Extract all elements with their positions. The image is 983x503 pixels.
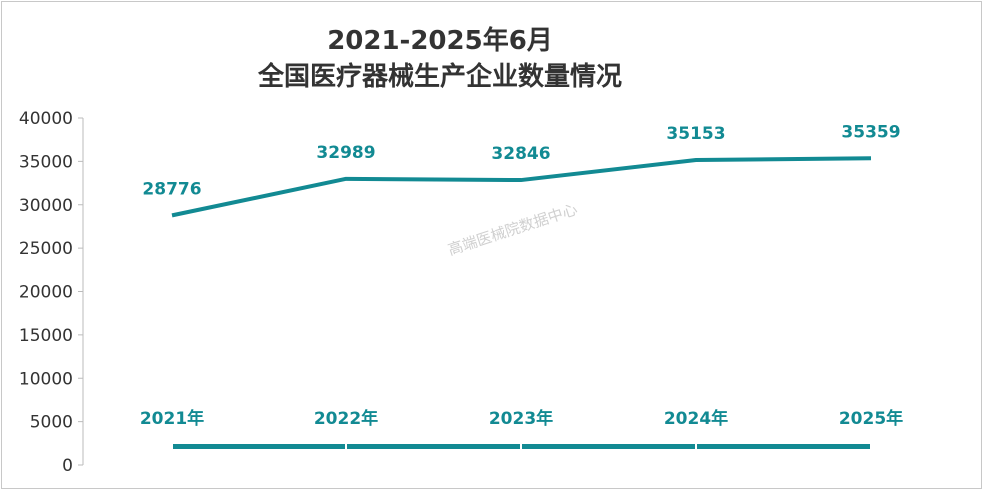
x-axis-bar-segment <box>697 444 870 449</box>
data-label: 35359 <box>841 122 900 142</box>
chart-title-line-2: 全国医疗器械生产企业数量情况 <box>257 62 622 92</box>
y-tick-label: 5000 <box>30 413 73 433</box>
data-label: 35153 <box>666 124 725 144</box>
x-tick-label: 2023年 <box>489 408 553 429</box>
y-tick-label: 25000 <box>19 239 73 259</box>
x-tick-label: 2024年 <box>664 408 728 429</box>
data-label: 32846 <box>491 144 550 164</box>
x-axis-bar-segment <box>522 444 695 449</box>
x-tick-label: 2025年 <box>839 408 903 429</box>
y-tick-label: 35000 <box>19 152 73 172</box>
y-tick-label: 0 <box>62 456 73 476</box>
x-tick-label: 2022年 <box>314 408 378 429</box>
chart-title-line-1: 2021-2025年6月 <box>327 26 553 56</box>
series-line <box>171 156 872 218</box>
y-tick-label: 40000 <box>19 109 73 129</box>
chart-frame <box>1 1 982 489</box>
y-tick-label: 15000 <box>19 326 73 346</box>
y-tick-label: 20000 <box>19 283 73 303</box>
data-label: 28776 <box>142 179 201 199</box>
x-axis-bar-segment <box>347 444 520 449</box>
data-label: 32989 <box>316 143 375 163</box>
y-tick-label: 30000 <box>19 196 73 216</box>
x-axis-bar-segment <box>173 444 345 449</box>
x-tick-label: 2021年 <box>140 408 204 429</box>
y-tick-label: 10000 <box>19 369 73 389</box>
